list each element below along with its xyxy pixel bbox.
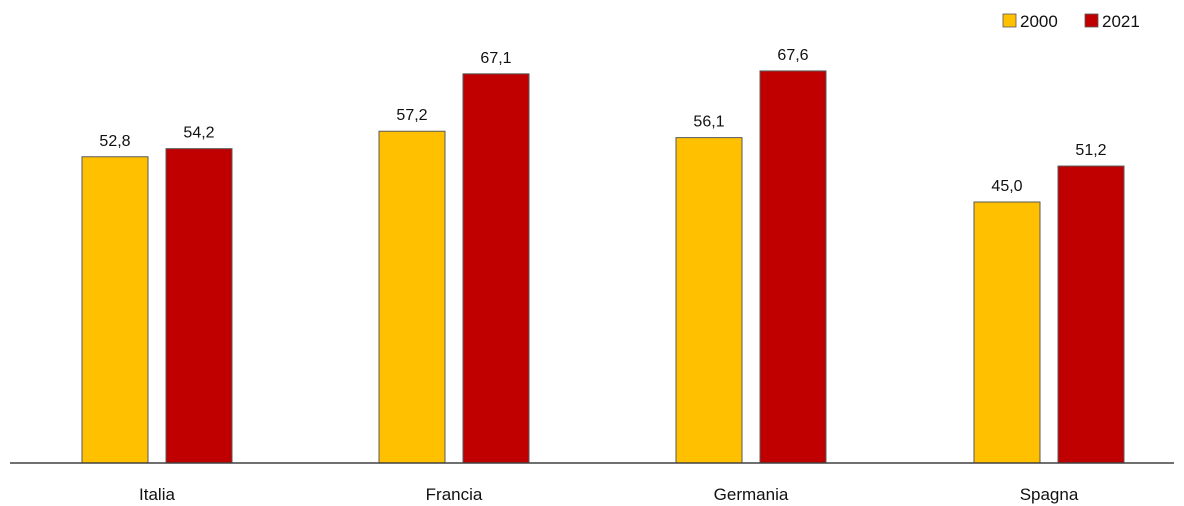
data-label-2021-italia: 54,2 xyxy=(183,125,214,142)
x-tick-label-italia: Italia xyxy=(139,485,175,504)
bar-2000-spagna xyxy=(973,201,1041,464)
bar-2021-italia xyxy=(165,148,233,464)
bar-2021-francia xyxy=(462,73,530,464)
legend: 2000 2021 xyxy=(1002,12,1140,31)
x-tick-label-francia: Francia xyxy=(426,485,483,504)
data-label-2000-spagna: 45,0 xyxy=(991,178,1022,195)
legend-label-2000: 2000 xyxy=(1020,12,1058,31)
legend-label-2021: 2021 xyxy=(1102,12,1140,31)
bar-2000-francia xyxy=(378,130,446,464)
bar-2021-germania xyxy=(759,70,827,464)
data-labels: 52,8 57,2 56,1 45,0 54,2 67,1 67,6 51,2 xyxy=(99,47,1106,195)
x-tick-labels: Italia Francia Germania Spagna xyxy=(139,485,1079,504)
data-label-2021-germania: 67,6 xyxy=(777,47,808,64)
bars xyxy=(81,70,1125,464)
x-tick-label-spagna: Spagna xyxy=(1020,485,1079,504)
bar-2000-italia xyxy=(81,156,149,464)
legend-swatch-2000 xyxy=(1002,13,1017,28)
legend-swatch-2021 xyxy=(1084,13,1099,28)
data-label-2021-francia: 67,1 xyxy=(480,50,511,67)
data-label-2000-francia: 57,2 xyxy=(396,107,427,124)
data-label-2000-italia: 52,8 xyxy=(99,133,130,150)
data-label-2000-germania: 56,1 xyxy=(693,114,724,131)
bar-2021-spagna xyxy=(1057,165,1125,464)
data-label-2021-spagna: 51,2 xyxy=(1075,142,1106,159)
bar-2000-germania xyxy=(675,137,743,464)
x-tick-label-germania: Germania xyxy=(714,485,789,504)
